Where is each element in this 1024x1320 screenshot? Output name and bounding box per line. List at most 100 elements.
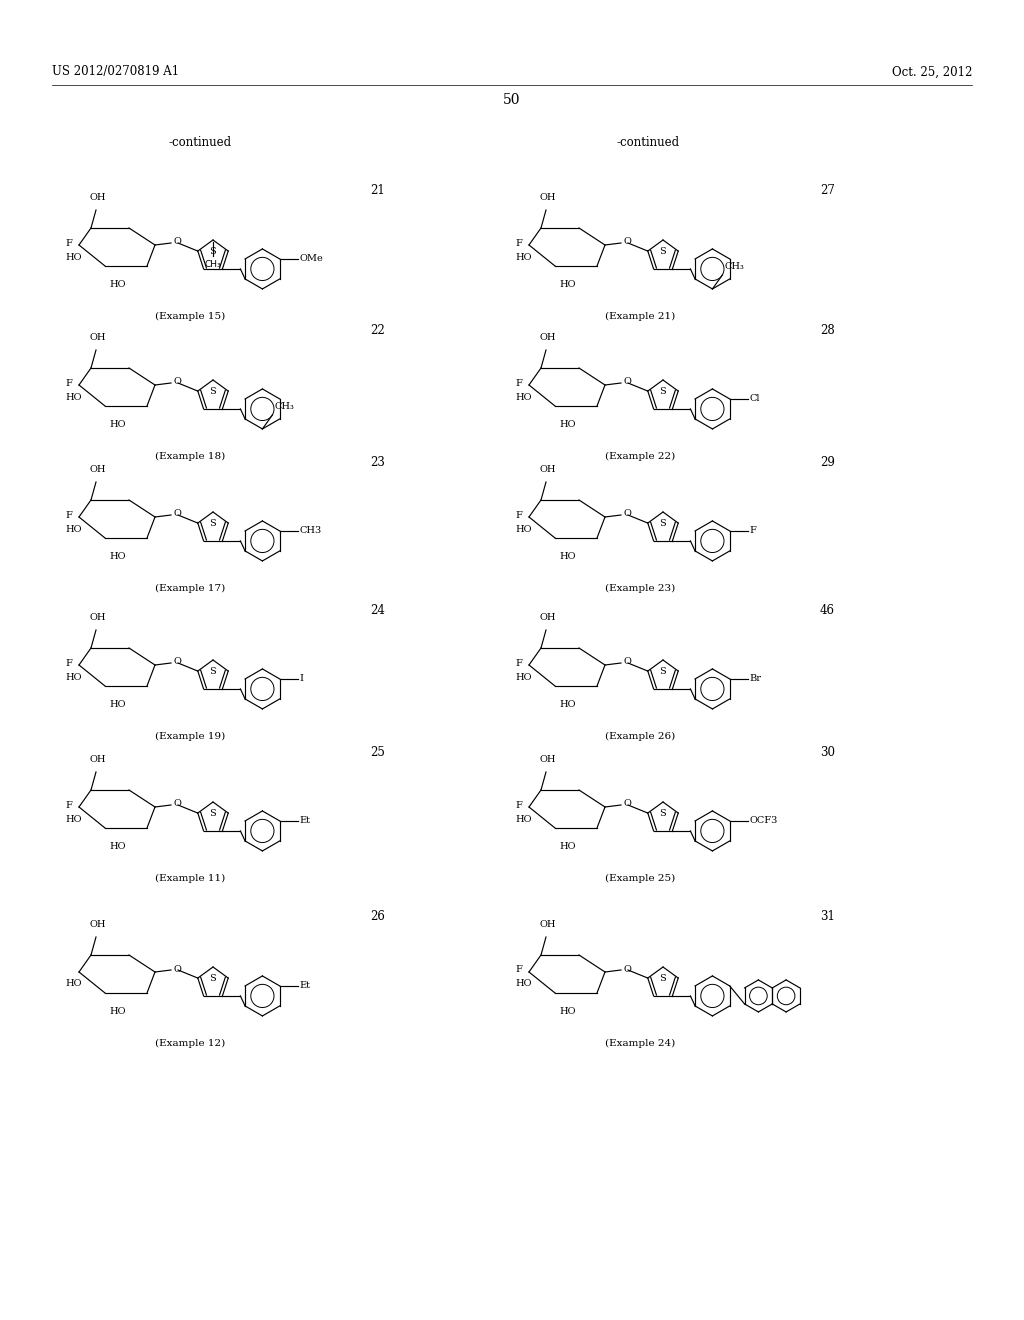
Text: HO: HO <box>66 252 82 261</box>
Text: (Example 19): (Example 19) <box>155 731 225 741</box>
Text: CH₃: CH₃ <box>274 403 294 411</box>
Text: 31: 31 <box>820 911 835 924</box>
Text: Oct. 25, 2012: Oct. 25, 2012 <box>892 66 972 78</box>
Text: OH: OH <box>540 333 556 342</box>
Text: (Example 21): (Example 21) <box>605 312 675 321</box>
Text: F: F <box>515 659 522 668</box>
Text: (Example 11): (Example 11) <box>155 874 225 883</box>
Text: S: S <box>659 519 667 528</box>
Text: 30: 30 <box>820 746 835 759</box>
Text: O: O <box>173 238 181 247</box>
Text: S: S <box>210 387 216 396</box>
Text: HO: HO <box>515 814 532 824</box>
Text: HO: HO <box>515 252 532 261</box>
Text: Br: Br <box>750 675 762 684</box>
Text: O: O <box>623 657 631 667</box>
Text: 24: 24 <box>370 603 385 616</box>
Text: F: F <box>66 800 72 809</box>
Text: (Example 17): (Example 17) <box>155 583 225 593</box>
Text: S: S <box>659 247 667 256</box>
Text: O: O <box>173 378 181 387</box>
Text: 29: 29 <box>820 455 835 469</box>
Text: S: S <box>659 387 667 396</box>
Text: -continued: -continued <box>168 136 231 149</box>
Text: HO: HO <box>110 700 126 709</box>
Text: S: S <box>210 974 216 983</box>
Text: HO: HO <box>66 979 82 989</box>
Text: F: F <box>515 511 522 520</box>
Text: O: O <box>173 965 181 974</box>
Text: CH₃: CH₃ <box>724 261 744 271</box>
Text: HO: HO <box>560 842 577 851</box>
Text: 25: 25 <box>370 746 385 759</box>
Text: O: O <box>173 510 181 519</box>
Text: HO: HO <box>560 1007 577 1016</box>
Text: O: O <box>623 510 631 519</box>
Text: F: F <box>750 527 757 536</box>
Text: OMe: OMe <box>300 255 324 264</box>
Text: (Example 18): (Example 18) <box>155 451 225 461</box>
Text: OH: OH <box>90 755 106 764</box>
Text: CH3: CH3 <box>300 527 322 536</box>
Text: HO: HO <box>110 420 126 429</box>
Text: S: S <box>210 667 216 676</box>
Text: OH: OH <box>540 755 556 764</box>
Text: OH: OH <box>90 612 106 622</box>
Text: -continued: -continued <box>616 136 680 149</box>
Text: (Example 22): (Example 22) <box>605 451 675 461</box>
Text: HO: HO <box>560 552 577 561</box>
Text: 26: 26 <box>370 911 385 924</box>
Text: 23: 23 <box>370 455 385 469</box>
Text: HO: HO <box>110 280 126 289</box>
Text: HO: HO <box>66 524 82 533</box>
Text: OH: OH <box>540 465 556 474</box>
Text: O: O <box>623 965 631 974</box>
Text: (Example 15): (Example 15) <box>155 312 225 321</box>
Text: F: F <box>66 659 72 668</box>
Text: F: F <box>66 379 72 388</box>
Text: (Example 12): (Example 12) <box>155 1039 225 1048</box>
Text: HO: HO <box>515 524 532 533</box>
Text: S: S <box>210 247 216 256</box>
Text: (Example 24): (Example 24) <box>605 1039 675 1048</box>
Text: O: O <box>623 800 631 808</box>
Text: S: S <box>659 667 667 676</box>
Text: OH: OH <box>90 333 106 342</box>
Text: Et: Et <box>300 982 310 990</box>
Text: (Example 23): (Example 23) <box>605 583 675 593</box>
Text: Et: Et <box>300 817 310 825</box>
Text: 46: 46 <box>820 603 835 616</box>
Text: OCF3: OCF3 <box>750 817 778 825</box>
Text: Cl: Cl <box>750 395 760 404</box>
Text: S: S <box>659 809 667 818</box>
Text: 27: 27 <box>820 183 835 197</box>
Text: HO: HO <box>66 814 82 824</box>
Text: US 2012/0270819 A1: US 2012/0270819 A1 <box>52 66 179 78</box>
Text: F: F <box>515 379 522 388</box>
Text: 50: 50 <box>503 92 521 107</box>
Text: HO: HO <box>560 280 577 289</box>
Text: O: O <box>173 657 181 667</box>
Text: HO: HO <box>110 552 126 561</box>
Text: F: F <box>515 965 522 974</box>
Text: I: I <box>300 675 304 684</box>
Text: 22: 22 <box>370 323 385 337</box>
Text: HO: HO <box>560 700 577 709</box>
Text: F: F <box>515 800 522 809</box>
Text: HO: HO <box>66 672 82 681</box>
Text: O: O <box>623 238 631 247</box>
Text: OH: OH <box>540 612 556 622</box>
Text: O: O <box>623 378 631 387</box>
Text: O: O <box>173 800 181 808</box>
Text: (Example 25): (Example 25) <box>605 874 675 883</box>
Text: HO: HO <box>66 392 82 401</box>
Text: HO: HO <box>110 1007 126 1016</box>
Text: CH₃: CH₃ <box>205 260 221 269</box>
Text: F: F <box>66 239 72 248</box>
Text: OH: OH <box>540 920 556 929</box>
Text: HO: HO <box>110 842 126 851</box>
Text: S: S <box>210 519 216 528</box>
Text: HO: HO <box>560 420 577 429</box>
Text: 21: 21 <box>370 183 385 197</box>
Text: F: F <box>515 239 522 248</box>
